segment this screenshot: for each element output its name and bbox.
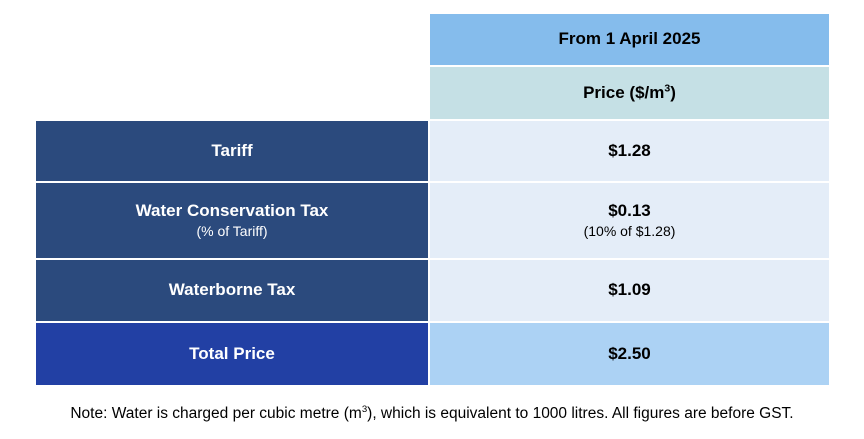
tariff-label-cell: Tariff (36, 121, 428, 181)
waterborne-label-cell: Waterborne Tax (36, 260, 428, 321)
price-unit-header-label: Price ($/m3) (583, 82, 676, 102)
cubic-metre-superscript: 3 (664, 82, 671, 95)
wct-subvalue: (10% of $1.28) (583, 223, 676, 240)
wct-label: Water Conservation Tax (135, 200, 329, 220)
wct-value: $0.13 (608, 200, 651, 220)
wct-value-cell: $0.13 (10% of $1.28) (430, 183, 829, 258)
subheader-spacer-cell (36, 67, 428, 119)
tariff-value: $1.28 (608, 140, 651, 160)
wct-sublabel: (% of Tariff) (196, 223, 268, 240)
water-price-table: From 1 April 2025 Price ($/m3) Tariff $1… (36, 14, 829, 385)
total-price-value-cell: $2.50 (430, 323, 829, 385)
total-price-label: Total Price (189, 343, 275, 363)
total-price-label-cell: Total Price (36, 323, 428, 385)
total-price-value: $2.50 (608, 343, 651, 363)
gst-note: Note: Water is charged per cubic metre (… (70, 403, 794, 422)
waterborne-value-cell: $1.09 (430, 260, 829, 321)
note-cubic-metre-superscript: 3 (361, 403, 368, 415)
date-header-label: From 1 April 2025 (558, 29, 701, 49)
wct-label-cell: Water Conservation Tax (% of Tariff) (36, 183, 428, 258)
date-header-cell: From 1 April 2025 (430, 14, 829, 65)
price-unit-header-cell: Price ($/m3) (430, 67, 829, 119)
waterborne-value: $1.09 (608, 280, 651, 300)
tariff-label: Tariff (211, 140, 253, 160)
waterborne-label: Waterborne Tax (168, 280, 296, 300)
tariff-value-cell: $1.28 (430, 121, 829, 181)
header-spacer-cell (36, 14, 428, 65)
